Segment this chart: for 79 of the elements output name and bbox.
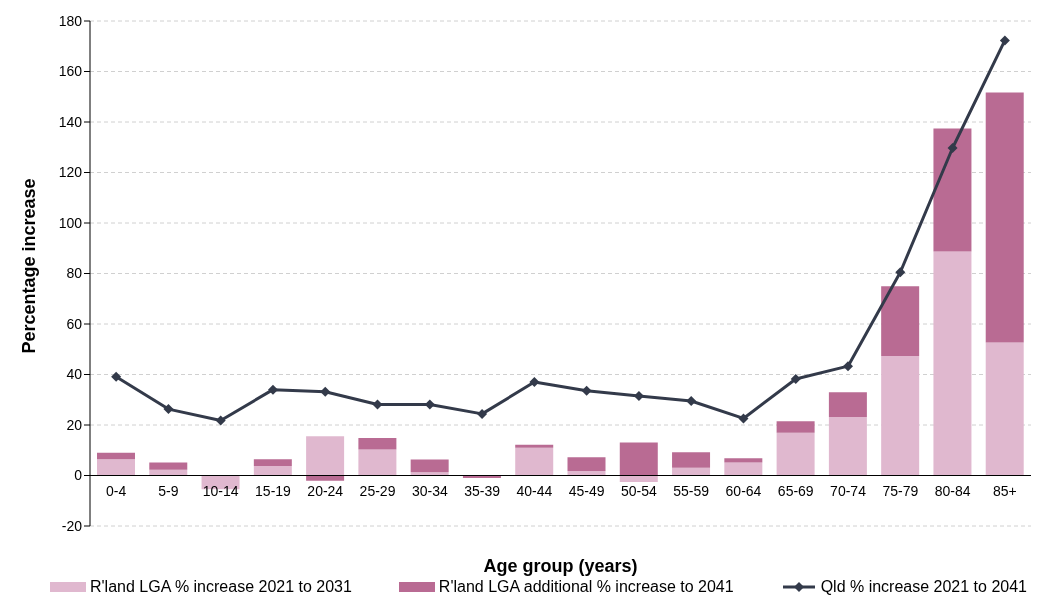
point — [267, 384, 278, 395]
bar — [410, 472, 449, 476]
point — [163, 404, 174, 415]
bar — [567, 457, 606, 471]
bar — [828, 392, 867, 417]
x-tick-label: 0-4 — [106, 482, 127, 499]
bar — [619, 475, 658, 483]
x-tick-label: 10-14 — [202, 482, 239, 499]
point — [790, 374, 801, 385]
point — [477, 408, 488, 419]
y-tick-label: 160 — [58, 63, 83, 80]
point — [999, 35, 1010, 46]
x-tick-label: 40-44 — [516, 482, 553, 499]
x-tick-label: 70-74 — [830, 482, 867, 499]
x-tick-label: 85+ — [992, 482, 1017, 499]
bar — [985, 342, 1024, 476]
x-tick-label: 65-69 — [777, 482, 814, 499]
y-tick-label: 40 — [66, 366, 83, 383]
x-axis-title: Age group (years) — [483, 556, 638, 576]
y-tick-label: 120 — [58, 164, 83, 181]
legend-label: Qld % increase 2021 to 2041 — [819, 578, 1027, 596]
bar — [828, 416, 867, 476]
point — [686, 396, 697, 407]
bar — [410, 459, 449, 473]
bar — [515, 447, 554, 476]
y-tick-label: 80 — [66, 265, 83, 282]
point — [581, 385, 592, 396]
x-tick-label: 15-19 — [255, 482, 292, 499]
bar — [672, 452, 711, 468]
legend-label: R'land LGA % increase 2021 to 2031 — [89, 578, 352, 596]
bar — [358, 449, 397, 476]
bar — [253, 465, 292, 476]
bar — [881, 286, 920, 357]
bar — [933, 251, 972, 476]
point — [215, 415, 226, 426]
bar — [97, 452, 135, 460]
x-tick-label: 60-64 — [725, 482, 762, 499]
bar — [358, 437, 397, 450]
x-tick-label: 75-79 — [882, 482, 919, 499]
point — [895, 267, 906, 278]
x-tick-label: 20-24 — [307, 482, 344, 499]
y-tick-label: 180 — [58, 12, 83, 29]
y-tick-label: 0 — [74, 467, 83, 484]
bar — [724, 458, 763, 463]
point — [320, 386, 331, 397]
point — [529, 377, 540, 388]
point — [947, 143, 958, 154]
x-tick-label: 35-39 — [464, 482, 501, 499]
bar — [306, 475, 345, 481]
x-tick-label: 55-59 — [673, 482, 710, 499]
x-tick-label: 45-49 — [568, 482, 605, 499]
point — [111, 371, 122, 382]
x-tick-label: 80-84 — [934, 482, 971, 499]
bar — [985, 92, 1024, 343]
point — [843, 361, 854, 372]
bar — [619, 442, 658, 476]
x-tick-label: 30-34 — [411, 482, 448, 499]
y-tick-label: 100 — [58, 214, 83, 231]
bar — [881, 356, 920, 476]
point — [738, 413, 749, 424]
y-tick-label: 140 — [58, 113, 83, 130]
bar — [515, 444, 554, 448]
y-tick-label: -20 — [61, 517, 83, 534]
x-tick-label: 5-9 — [158, 482, 179, 499]
y-axis-title: Percentage increase — [19, 178, 40, 354]
bar — [933, 128, 972, 252]
y-tick-label: 60 — [66, 315, 83, 332]
bar — [776, 432, 815, 476]
bar — [724, 462, 763, 476]
y-tick-label: 20 — [66, 416, 83, 433]
bar — [672, 467, 711, 476]
bar — [306, 436, 345, 476]
x-tick-label: 50-54 — [621, 482, 658, 499]
bar — [253, 459, 292, 466]
x-tick-label: 25-29 — [359, 482, 396, 499]
bar — [776, 421, 815, 433]
bar — [97, 459, 135, 476]
bar — [149, 462, 188, 470]
legend-label: R'land LGA additional % increase to 2041 — [437, 578, 734, 596]
